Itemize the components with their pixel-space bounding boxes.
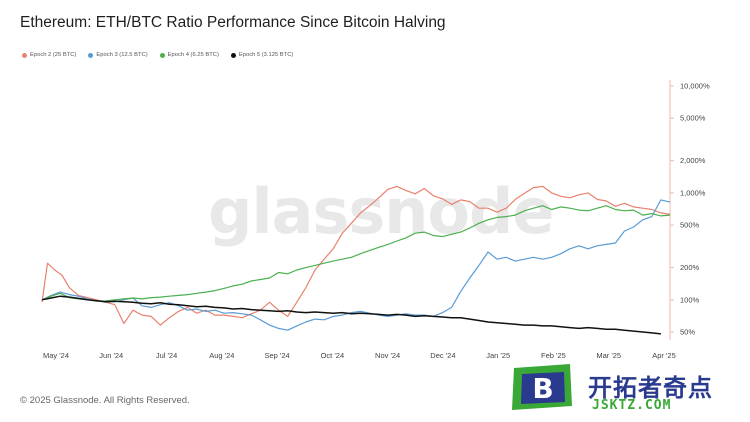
y-tick-label: 2,000% <box>680 156 706 165</box>
y-axis: 10,000% 5,000% 2,000% 1,000% 500% 200% 100% 50% <box>670 82 710 337</box>
y-tick-label: 50% <box>680 328 695 337</box>
x-tick-label: Jul '24 <box>156 351 177 360</box>
legend-label-epoch-5: Epoch 5 (3.125 BTC) <box>238 52 294 58</box>
x-tick-label: May '24 <box>43 351 69 360</box>
plot-area <box>41 185 671 335</box>
copyright-text: © 2025 Glassnode. All Rights Reserved. <box>20 395 190 406</box>
y-tick-label: 100% <box>680 295 700 304</box>
x-tick-label: Jan '25 <box>486 351 510 360</box>
x-tick-label: Feb '25 <box>541 351 566 360</box>
brand-name: 开拓者奇点 <box>588 374 713 402</box>
series-line-epoch-5 <box>41 295 661 335</box>
legend-item-epoch-5[interactable]: Epoch 5 (3.125 BTC) <box>230 52 294 58</box>
y-tick-label: 1,000% <box>680 188 706 197</box>
x-tick-label: Jun '24 <box>99 351 123 360</box>
legend-dot-epoch-5 <box>230 52 236 58</box>
x-tick-label: Mar '25 <box>596 351 621 360</box>
y-tick-label: 5,000% <box>680 114 706 123</box>
x-tick-label: Sep '24 <box>264 351 289 360</box>
y-tick-label: 200% <box>680 263 700 272</box>
x-tick-label: Dec '24 <box>430 351 455 360</box>
legend-item-epoch-2[interactable]: Epoch 2 (25 BTC) <box>22 52 76 58</box>
chart-title: Ethereum: ETH/BTC Ratio Performance Sinc… <box>20 14 446 31</box>
legend: Epoch 2 (25 BTC) Epoch 3 (12.5 BTC) Epoc… <box>22 52 293 58</box>
legend-dot-epoch-4 <box>159 52 165 58</box>
legend-item-epoch-3[interactable]: Epoch 3 (12.5 BTC) <box>88 52 148 58</box>
brand-badge[interactable]: B 开拓者奇点 JSKTZ.COM <box>508 362 743 417</box>
series-line-epoch-2 <box>41 185 671 326</box>
x-tick-label: Oct '24 <box>321 351 345 360</box>
legend-dot-epoch-2 <box>22 52 27 58</box>
legend-item-epoch-4[interactable]: Epoch 4 (6.25 BTC) <box>159 52 219 58</box>
y-tick-label: 500% <box>680 221 700 230</box>
y-tick-label: 10,000% <box>680 82 710 91</box>
x-tick-label: Nov '24 <box>375 351 400 360</box>
x-axis: May '24 Jun '24 Jul '24 Aug '24 Sep '24 Oct '… <box>43 351 676 360</box>
brand-logo-letter: B <box>532 372 553 405</box>
x-tick-label: Apr '25 <box>652 351 676 360</box>
legend-label-epoch-4: Epoch 4 (6.25 BTC) <box>167 52 219 58</box>
series-line-epoch-4 <box>41 205 671 302</box>
brand-logo-icon: B <box>512 364 572 410</box>
legend-label-epoch-2: Epoch 2 (25 BTC) <box>30 52 77 58</box>
legend-dot-epoch-3 <box>88 52 94 58</box>
x-tick-label: Aug '24 <box>209 351 234 360</box>
brand-url: JSKTZ.COM <box>592 398 672 413</box>
legend-label-epoch-3: Epoch 3 (12.5 BTC) <box>96 52 148 58</box>
series-line-epoch-3 <box>41 199 671 331</box>
